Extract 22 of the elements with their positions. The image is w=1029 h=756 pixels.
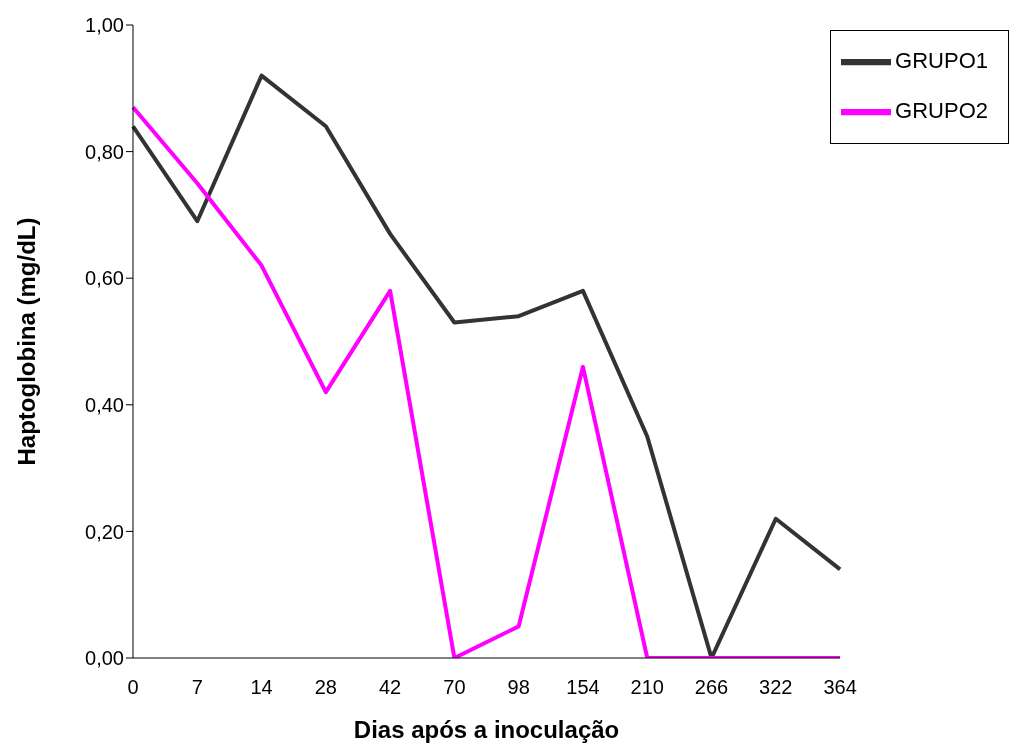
legend-label: GRUPO1 (895, 47, 988, 73)
x-tick-label: 7 (191, 676, 203, 699)
y-tick-label: 0,40 (85, 393, 124, 416)
x-axis-title: Dias após a inoculação (353, 716, 620, 743)
x-tick-label: 0 (127, 676, 139, 699)
x-tick-label: 322 (759, 676, 793, 699)
legend-label: GRUPO2 (895, 97, 988, 123)
x-tick-label: 98 (507, 676, 530, 699)
x-tick-label: 266 (694, 676, 729, 699)
x-tick-label: 42 (378, 676, 402, 699)
x-tick-label: 28 (314, 676, 337, 699)
x-tick-label: 154 (566, 676, 600, 699)
y-tick-label: 0,20 (85, 520, 124, 543)
y-tick-label: 0,60 (85, 267, 124, 290)
y-tick-label: 1,00 (85, 14, 124, 37)
x-tick-label: 14 (250, 676, 273, 699)
y-tick-label: 0,00 (85, 647, 124, 670)
y-axis-title: Haptoglobina (mg/dL) (12, 217, 40, 466)
y-tick-label: 0,80 (85, 140, 124, 163)
x-tick-label: 364 (823, 676, 857, 699)
x-tick-label: 210 (630, 676, 664, 699)
x-tick-label: 70 (443, 676, 466, 699)
